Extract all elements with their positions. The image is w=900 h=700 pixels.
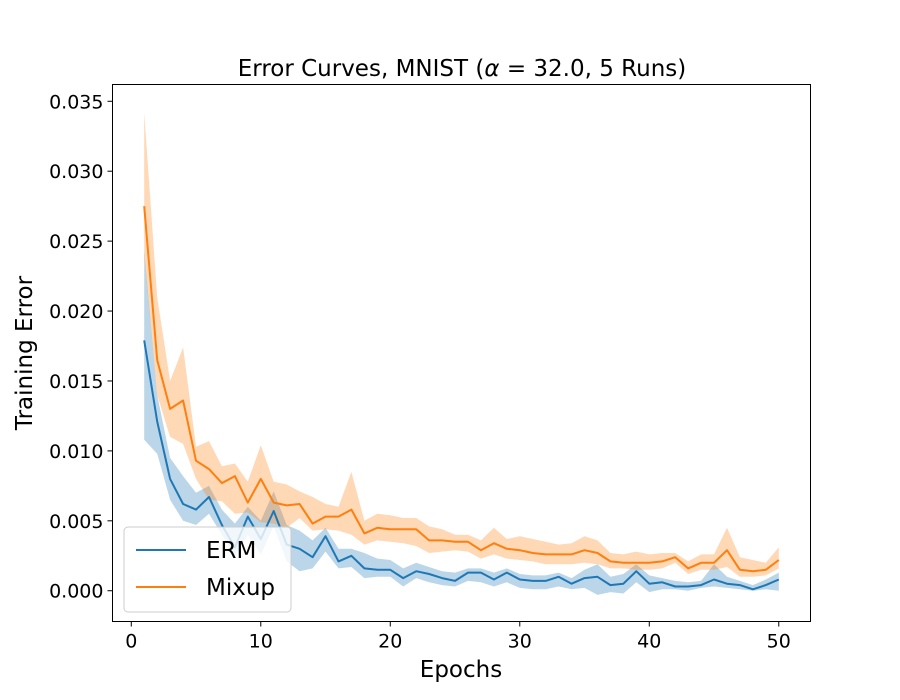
x-tick-label: 50 — [767, 631, 791, 653]
legend-label-erm: ERM — [206, 538, 256, 564]
y-tick-label: 0.005 — [49, 511, 103, 533]
plot-frame — [112, 84, 811, 622]
confidence-bands — [144, 112, 779, 595]
x-tick-label: 0 — [125, 631, 137, 653]
y-tick-label: 0.035 — [49, 91, 103, 113]
legend-label-mixup: Mixup — [206, 575, 275, 601]
x-axis-label: Epochs — [420, 657, 502, 683]
y-axis-ticks: 0.000 0.005 0.010 0.015 0.020 0.025 0.030 0.035 — [49, 91, 113, 603]
series-lines — [143, 206, 780, 591]
x-tick-label: 20 — [378, 631, 402, 653]
chart-title-greek: α — [484, 56, 499, 82]
mixup-line — [143, 206, 780, 573]
x-tick-label: 30 — [508, 631, 532, 653]
x-tick-label: 10 — [249, 631, 273, 653]
chart-title: Error Curves, MNIST (α = 32.0, 5 Runs) — [238, 56, 687, 82]
y-tick-label: 0.030 — [49, 161, 103, 183]
x-axis-ticks: 0 10 20 30 40 50 — [125, 621, 791, 653]
chart-title-rest: = 32.0, 5 Runs) — [500, 56, 687, 82]
chart-title-main: Error Curves, MNIST ( — [238, 56, 485, 82]
mixup-band — [144, 112, 779, 577]
y-tick-label: 0.010 — [49, 441, 103, 463]
x-tick-label: 40 — [637, 631, 661, 653]
y-tick-label: 0.020 — [49, 301, 103, 323]
y-tick-label: 0.025 — [49, 231, 103, 253]
erm-line — [143, 340, 780, 591]
y-tick-label: 0.000 — [49, 581, 103, 603]
y-tick-label: 0.015 — [49, 371, 103, 393]
legend: ERM Mixup — [123, 526, 292, 613]
legend-box — [123, 526, 292, 613]
y-axis-label: Training Error — [12, 275, 38, 431]
